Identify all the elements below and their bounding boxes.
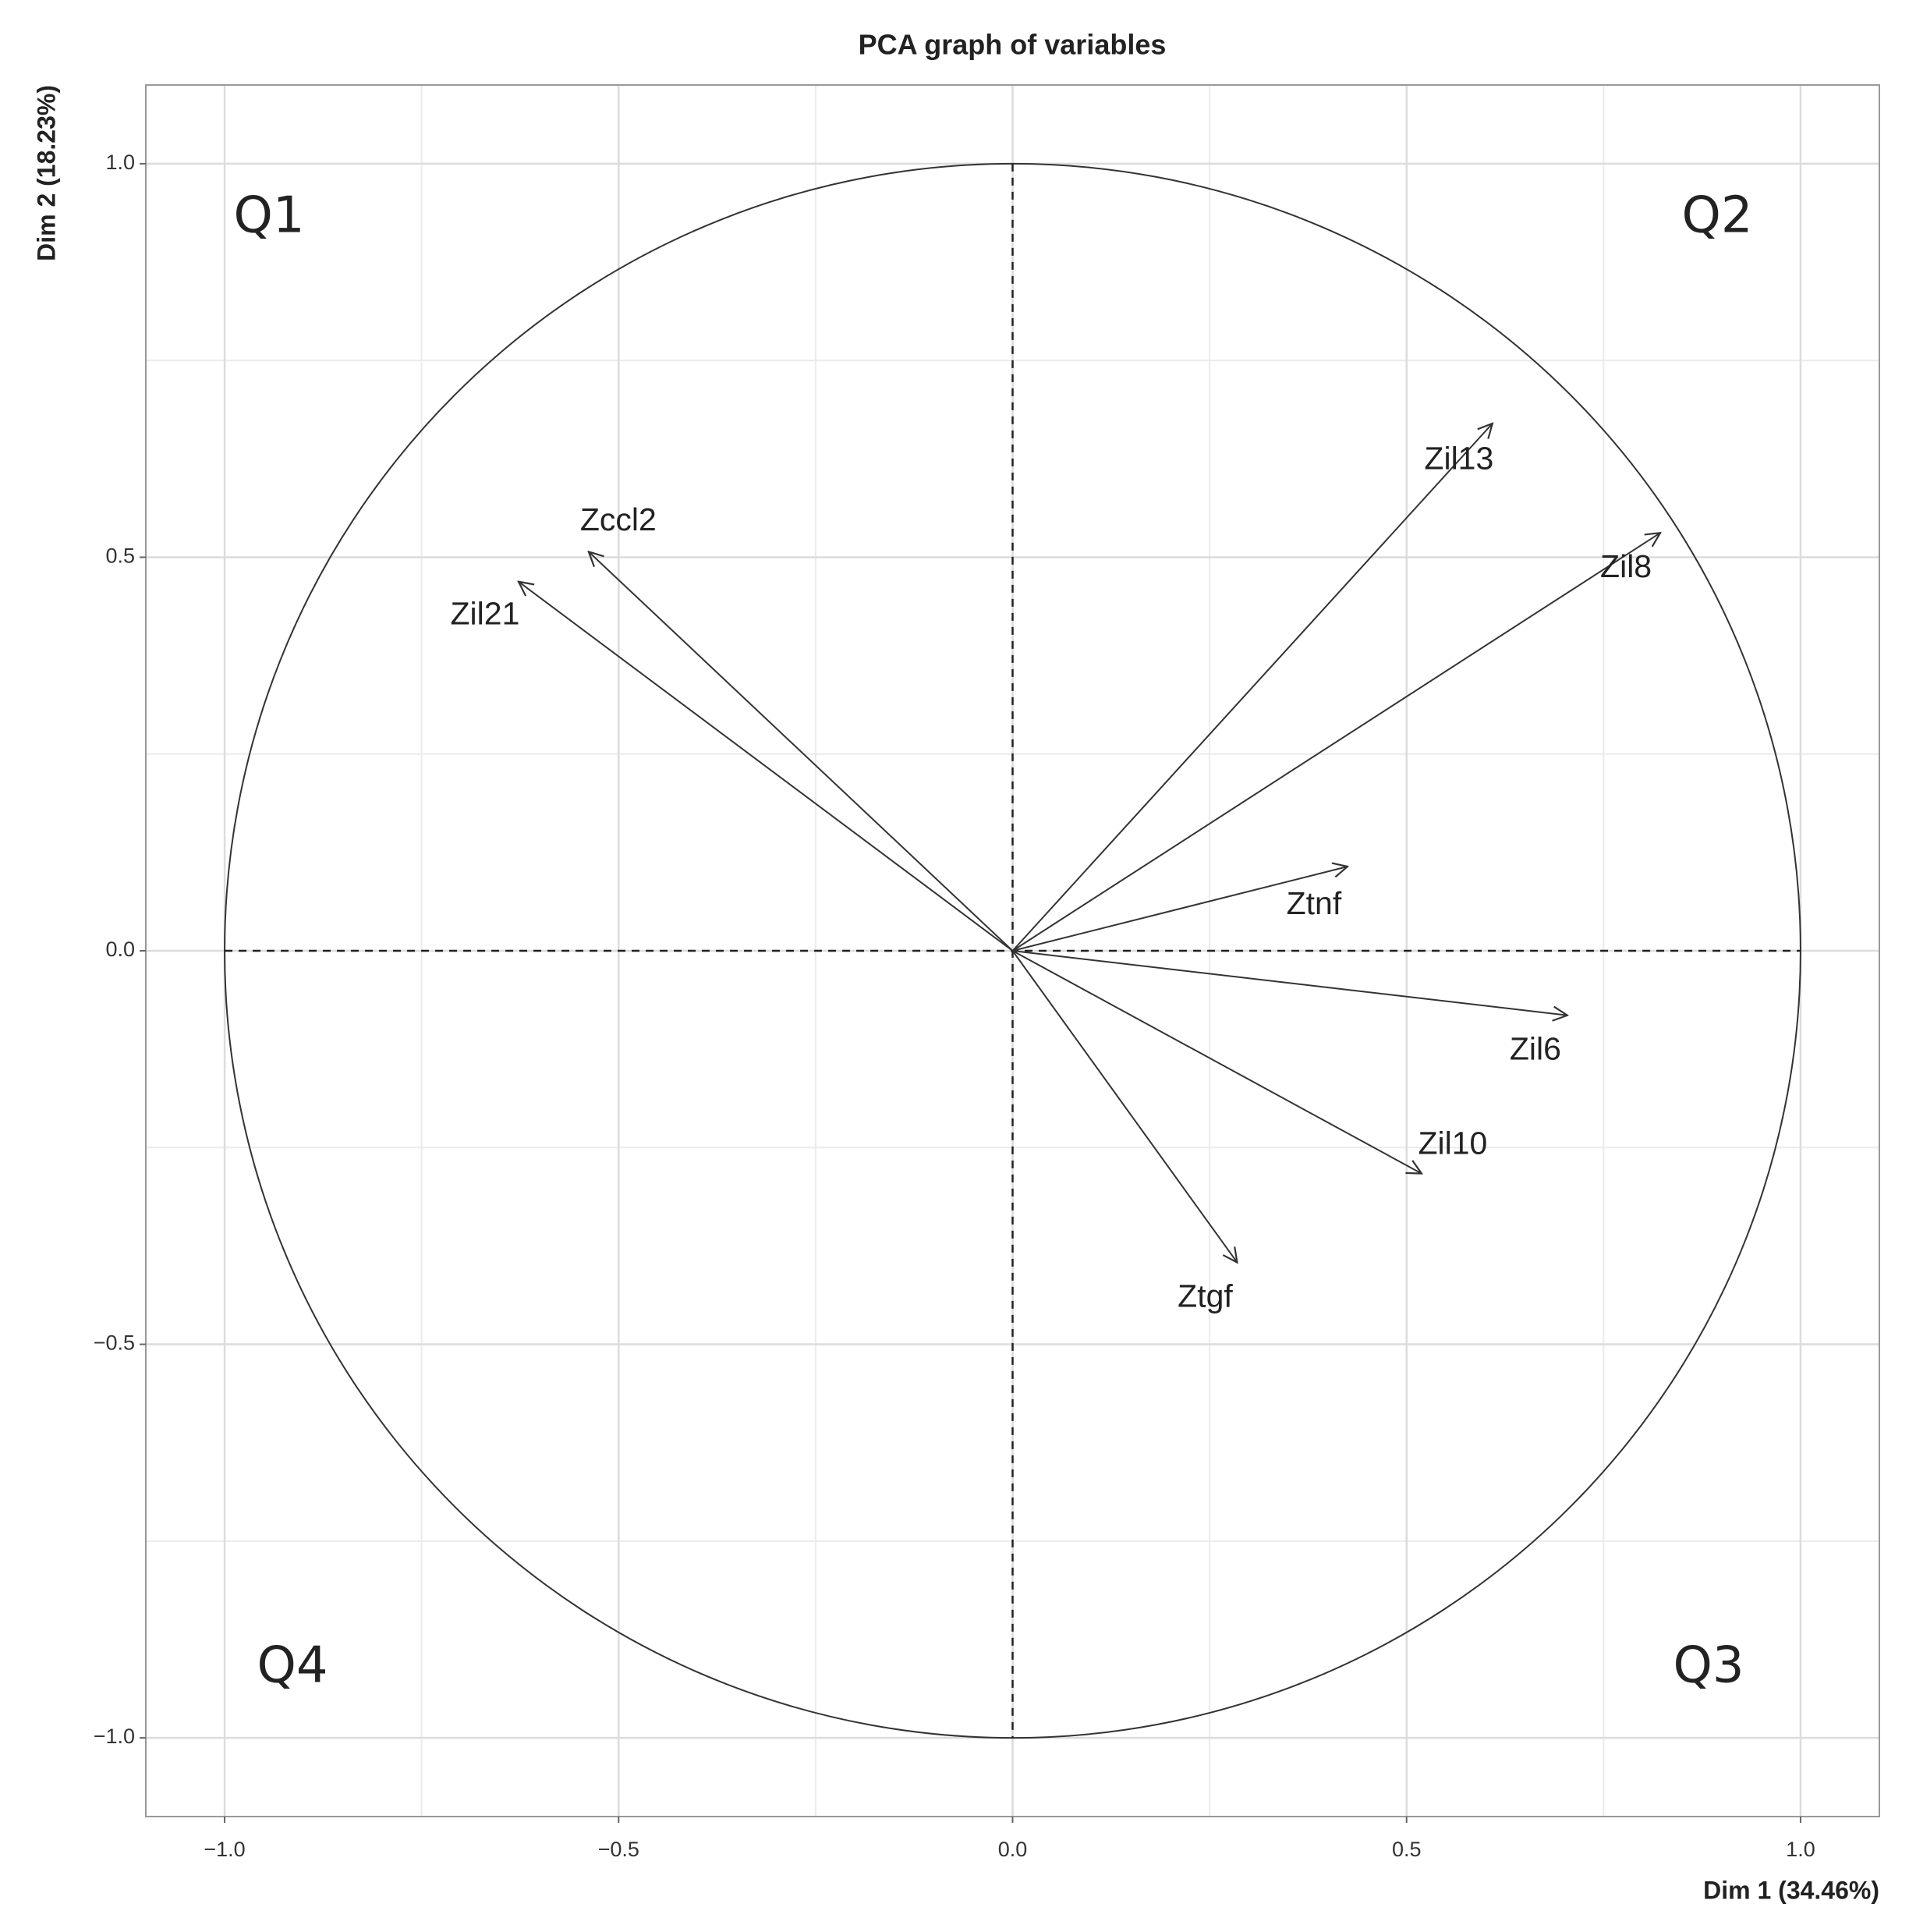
- y-tick-label: 1.0: [105, 151, 135, 174]
- chart-title: PCA graph of variables: [859, 29, 1167, 61]
- quadrant-label: Q1: [233, 187, 304, 245]
- arrow-label: Zil13: [1424, 441, 1493, 477]
- quadrant-label: Q4: [257, 1637, 328, 1695]
- y-tick-label: 0.5: [105, 544, 135, 568]
- arrow-label: Zil10: [1418, 1125, 1487, 1161]
- arrow-label: Zil6: [1510, 1031, 1561, 1067]
- quadrant-label: Q3: [1673, 1637, 1744, 1695]
- arrow: [1012, 950, 1567, 1016]
- arrow-label: Zil21: [451, 596, 520, 632]
- quadrant-label: Q2: [1681, 187, 1752, 245]
- y-tick-label: −0.5: [94, 1331, 135, 1355]
- x-tick-label: 1.0: [1786, 1838, 1815, 1861]
- x-tick-label: 0.0: [998, 1838, 1028, 1861]
- arrow: [1012, 867, 1348, 952]
- arrow: [589, 551, 1014, 952]
- arrow-label: Zccl2: [580, 502, 657, 537]
- arrow: [1011, 533, 1661, 952]
- y-axis-title: Dim 2 (18.23%): [32, 85, 60, 261]
- arrow-label: Ztnf: [1287, 885, 1342, 921]
- x-tick-label: −0.5: [598, 1838, 639, 1861]
- arrow-label: Ztgf: [1178, 1278, 1233, 1313]
- arrow: [1011, 950, 1238, 1263]
- x-tick-label: 0.5: [1392, 1838, 1422, 1861]
- y-tick-label: 0.0: [105, 938, 135, 961]
- x-axis-title: Dim 1 (34.46%): [1703, 1876, 1879, 1904]
- y-tick-label: −1.0: [94, 1725, 135, 1748]
- arrow: [1011, 424, 1493, 952]
- x-tick-label: −1.0: [204, 1838, 245, 1861]
- arrow: [1012, 950, 1422, 1174]
- arrow: [519, 582, 1014, 952]
- arrow-label: Zil8: [1600, 548, 1652, 584]
